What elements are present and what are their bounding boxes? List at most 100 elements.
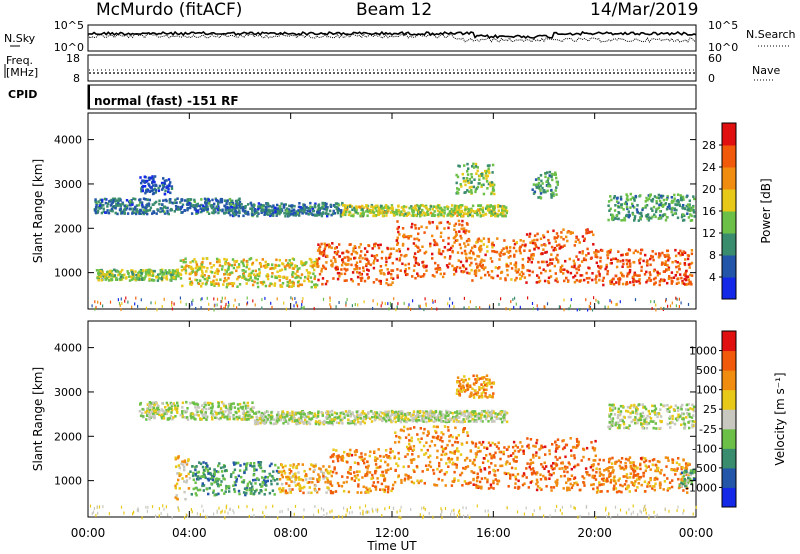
scatter-cell-10-64: [686, 212, 689, 215]
scatter-cell-4-40: [515, 276, 518, 280]
scatter-cell-4-139: [450, 457, 454, 461]
scatter-cell-4-134: [470, 268, 473, 272]
scatter-cell-4-47: [438, 461, 441, 465]
scatter-cell-1-30: [245, 265, 248, 269]
scatter-cell-1-116: [228, 273, 232, 276]
scatter-cell-0-27: [177, 455, 180, 458]
noise-left-tick-bottom: 10^0: [54, 41, 84, 54]
scatter-cell-4-75: [420, 437, 423, 440]
scatter-cell-10-143: [646, 198, 649, 202]
scatter-cell-1-321: [200, 263, 204, 266]
ground-scatter-cell-183: [408, 303, 410, 307]
scatter-cell-9-52: [378, 212, 382, 215]
scatter-cell-6-179: [592, 487, 595, 491]
scatter-cell-2-178: [385, 260, 388, 264]
scatter-cell-7-35: [659, 486, 662, 490]
scatter-cell-5-185: [559, 246, 563, 249]
scatter-cell-7-388: [94, 211, 97, 214]
scatter-cell-3-116: [358, 455, 361, 459]
scatter-cell-3-3: [396, 276, 399, 279]
scatter-cell-1-54: [215, 270, 218, 273]
scatter-cell-0-118: [147, 274, 150, 277]
scatter-cell-4-182: [406, 427, 409, 431]
scatter-cell-5-61: [515, 460, 518, 463]
scatter-cell-8-235: [270, 209, 273, 212]
scatter-cell-4-132: [435, 425, 438, 429]
scatter-cell-13-15: [537, 196, 540, 199]
scatter-cell-4-55: [454, 462, 457, 466]
scatter-cell-7-113: [667, 459, 670, 462]
scatter-cell-1-13: [196, 488, 200, 492]
scatter-cell-3-84: [363, 461, 366, 465]
scatter-cell-5-163: [535, 281, 538, 284]
ground-scatter-cell-80: [671, 301, 673, 305]
scatter-cell-9-396: [500, 206, 504, 209]
scatter-cell-11-88: [141, 189, 144, 192]
scatter-cell-0-14: [176, 497, 179, 501]
scatter-cell-7-38: [662, 488, 665, 491]
scatter-cell-13-19: [556, 183, 559, 186]
scatter-cell-12-58: [457, 192, 460, 195]
scatter-cell-7-159: [121, 201, 124, 205]
scatter-cell-6-194: [676, 277, 679, 281]
scatter-cell-7-79: [131, 201, 134, 205]
scatter-cell-3-186: [413, 255, 416, 259]
scatter-cell-2-206: [325, 261, 328, 264]
scatter-cell-0-23: [174, 484, 177, 488]
scatter-cell-3-128: [360, 458, 363, 461]
scatter-cell-4-116: [480, 260, 483, 264]
scatter-cell-6-190: [565, 481, 568, 484]
scatter-cell-7-34: [181, 203, 185, 207]
scatter-cell-5-99: [554, 248, 558, 251]
scatter-cell-12-83: [470, 175, 474, 179]
scatter-cell-10-122: [665, 216, 669, 219]
scatter-cell-1-130: [255, 258, 258, 262]
scatter-cell-2-43: [310, 463, 313, 466]
scatter-cell-8-233: [297, 205, 301, 209]
scatter-cell-6-152: [683, 262, 686, 265]
scatter-cell-10-193: [687, 208, 691, 211]
scatter-cell-8-76: [271, 209, 275, 212]
ground-scatter-cell-166: [228, 303, 230, 307]
scatter-cell-7-271: [170, 208, 173, 212]
scatter-cell-5-13: [548, 241, 551, 245]
scatter-cell-5-134: [566, 231, 569, 234]
ground-scatter-cell-38: [469, 300, 471, 304]
scatter-cell-7-202: [598, 467, 601, 471]
scatter-cell-8-257: [251, 208, 254, 211]
scatter-cell-1-369: [247, 278, 250, 282]
scatter-cell-8-54: [241, 209, 245, 212]
scatter-cell-0-57: [169, 273, 172, 277]
scatter-cell-1-138: [253, 462, 256, 465]
scatter-cell-7-309: [97, 206, 100, 209]
scatter-cell-0-14: [153, 269, 156, 273]
scatter-cell-6-158: [532, 453, 535, 457]
scatter-cell-4-39: [392, 483, 395, 487]
scatter-cell-1-83: [229, 282, 232, 285]
scatter-cell-5-153: [514, 444, 518, 447]
scatter-cell-13-43: [532, 183, 536, 186]
scatter-cell-1-144: [296, 268, 300, 271]
ground-scatter-cell-25: [254, 303, 256, 307]
scatter-cell-2-177: [336, 250, 340, 253]
scatter-cell-9-372: [491, 205, 495, 208]
scatter-cell-1-217: [183, 266, 186, 270]
scatter-cell-6-176: [566, 486, 569, 490]
ground-scatter-cell-60: [221, 296, 223, 300]
scatter-cell-1-129: [206, 266, 209, 270]
scatter-cell-3-123: [379, 488, 382, 491]
scatter-cell-6-109: [591, 446, 595, 449]
scatter-cell-1-84: [230, 282, 234, 285]
scatter-cell-7-98: [598, 481, 601, 484]
scatter-cell-3-8: [377, 448, 380, 451]
scatter-cell-7-78: [147, 204, 151, 207]
scatter-cell-7-249: [110, 207, 114, 211]
scatter-cell-6-194: [553, 467, 556, 470]
scatter-cell-9-347: [461, 214, 464, 218]
scatter-cell-3-156: [400, 253, 403, 257]
scatter-cell-3-30: [389, 467, 393, 470]
scatter-cell-2-39: [298, 478, 301, 481]
scatter-cell-4-74: [510, 278, 513, 281]
scatter-cell-2-40: [304, 474, 307, 478]
scatter-cell-3-154: [353, 479, 356, 482]
